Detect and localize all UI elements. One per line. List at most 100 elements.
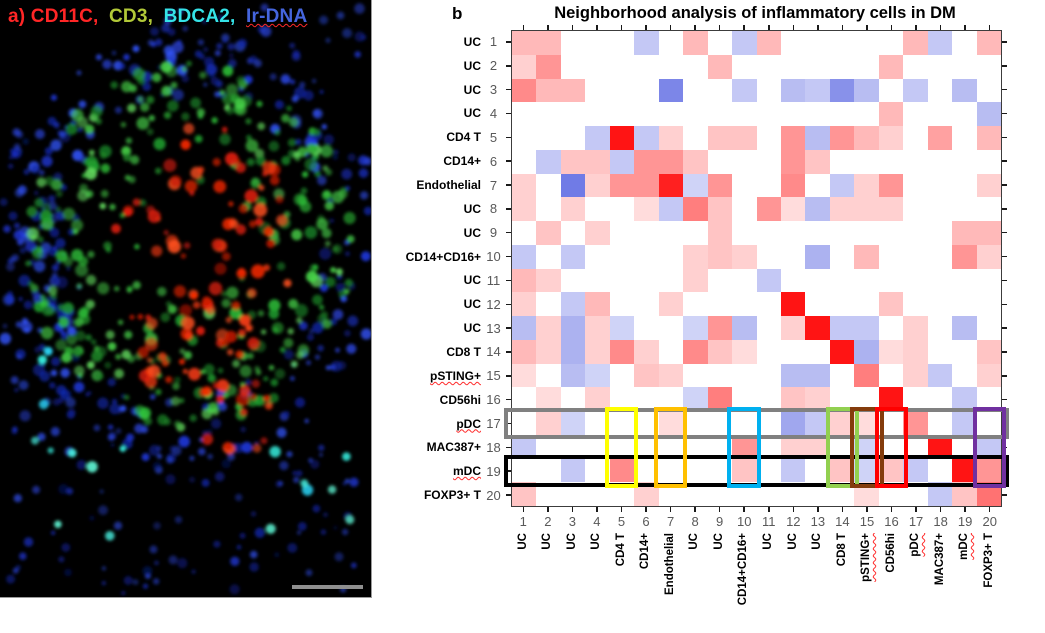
heatmap-cell: [560, 221, 586, 245]
row-label-number: 5: [489, 129, 498, 145]
column-label-name: MAC387+: [928, 533, 953, 633]
column-label-name: pSTING+: [855, 533, 880, 633]
heatmap-cell: [805, 434, 830, 459]
row-label-name: UC: [463, 58, 481, 73]
panel-b-letter: b: [452, 4, 463, 23]
heatmap-cell: [976, 78, 1001, 103]
heatmap-cell: [854, 54, 879, 79]
heatmap-cell: [732, 102, 757, 126]
heatmap-cell: [756, 411, 781, 435]
heatmap-cell: [976, 102, 1001, 126]
heatmap-cell: [634, 387, 659, 411]
heatmap-cell: [536, 126, 561, 150]
heatmap-cell: [634, 173, 659, 198]
heatmap-cell: [829, 244, 855, 269]
heatmap-cell: [585, 149, 610, 174]
heatmap-cell: [560, 482, 586, 506]
axis-tick-top: [964, 25, 966, 30]
row-label-name: CD8 T: [446, 344, 481, 359]
heatmap-cell: [780, 197, 806, 221]
heatmap-cell: [585, 292, 610, 316]
heatmap-cell: [658, 126, 684, 150]
heatmap-cell: [536, 339, 561, 364]
heatmap-cell: [878, 482, 904, 506]
heatmap-cell: [829, 126, 855, 150]
heatmap-cell: [878, 363, 904, 388]
heatmap-cell: [609, 102, 635, 126]
axis-tick-top: [522, 25, 525, 30]
axis-tick-left: [506, 231, 511, 234]
heatmap-cell: [780, 221, 806, 245]
heatmap-cell: [585, 482, 610, 506]
row-label-number: 9: [489, 225, 498, 241]
axis-tick-left: [506, 327, 511, 329]
heatmap-cell: [658, 363, 684, 388]
heatmap-cell: [536, 78, 561, 103]
heatmap-cell: [634, 102, 659, 126]
axis-tick-right: [1002, 136, 1007, 139]
heatmap-cell: [634, 482, 659, 506]
column-label-name: UC: [560, 533, 585, 633]
axis-tick-right: [1002, 327, 1007, 329]
row-label-number: 11: [486, 272, 501, 288]
axis-tick-right: [1002, 208, 1007, 210]
heatmap-cell: [732, 363, 757, 388]
axis-tick-right: [1002, 494, 1007, 496]
heatmap-cell: [927, 31, 953, 55]
heatmap-cell: [927, 268, 953, 293]
heatmap-cell: [756, 126, 781, 150]
heatmap-cell: [952, 458, 977, 483]
heatmap-cell: [707, 292, 733, 316]
row-label: UC 2: [376, 54, 506, 78]
heatmap-cell: [805, 149, 830, 174]
heatmap-cell: [560, 31, 586, 55]
axis-tick-bottom: [522, 507, 525, 512]
heatmap-cell: [829, 31, 855, 55]
heatmap-cell: [976, 292, 1001, 316]
axis-tick-bottom: [890, 507, 893, 512]
heatmap-cell: [927, 54, 953, 79]
heatmap-cell: [609, 482, 635, 506]
heatmap-cell: [512, 363, 537, 388]
heatmap-cell: [658, 149, 684, 174]
row-label-number: 10: [486, 249, 501, 265]
heatmap-cell: [756, 31, 781, 55]
row-label: CD4 T 5: [376, 125, 506, 149]
heatmap-cell: [560, 458, 586, 483]
heatmap-cell: [732, 482, 757, 506]
heatmap-cell: [634, 411, 659, 435]
column-label-name-text: UC: [541, 533, 554, 550]
heatmap-cell: [927, 149, 953, 174]
heatmap-cell: [707, 482, 733, 506]
column-label-number: 11: [762, 514, 776, 529]
column-label-name: UC: [683, 533, 708, 633]
row-label-name: CD56hi: [439, 392, 481, 407]
heatmap-cell: [756, 173, 781, 198]
heatmap-cell: [634, 149, 659, 174]
column-label-name: UC: [536, 533, 561, 633]
heatmap-cell: [927, 244, 953, 269]
heatmap-cell: [878, 458, 904, 483]
heatmap-cell: [878, 434, 904, 459]
heatmap-cell: [829, 458, 855, 483]
heatmap-cell: [903, 434, 928, 459]
column-label-number: 10: [736, 514, 752, 529]
axis-tick-bottom: [645, 507, 647, 512]
row-label: UC 3: [376, 78, 506, 102]
heatmap-cell: [560, 434, 586, 459]
axis-tick-top: [645, 25, 647, 30]
heatmap-cell: [707, 149, 733, 174]
axis-tick-right: [1002, 398, 1007, 401]
heatmap-cell: [854, 316, 879, 340]
heatmap-cell: [609, 387, 635, 411]
heatmap-cell: [658, 268, 684, 293]
heatmap-cell: [536, 149, 561, 174]
row-label-number: 8: [489, 201, 498, 217]
heatmap-cell: [536, 244, 561, 269]
heatmap-cell: [780, 339, 806, 364]
column-label-number: 5: [617, 514, 626, 529]
axis-tick-bottom: [768, 507, 770, 512]
heatmap-cell: [805, 126, 830, 150]
heatmap-cell: [560, 363, 586, 388]
axis-tick-top: [620, 25, 623, 30]
